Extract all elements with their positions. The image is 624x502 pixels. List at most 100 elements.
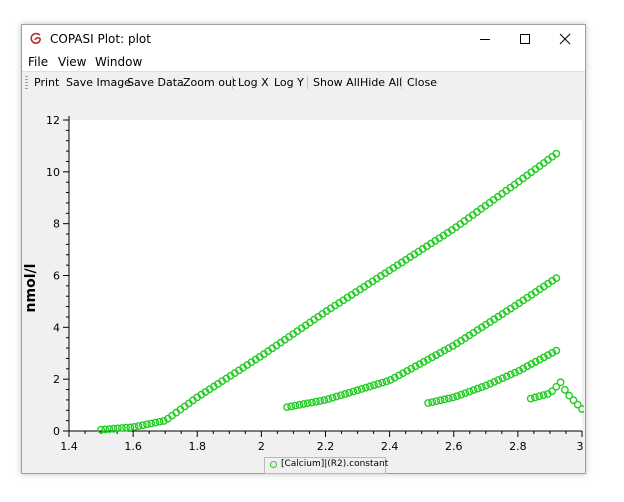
data-point (303, 399, 312, 408)
maximize-icon (520, 34, 530, 44)
data-point (394, 371, 403, 380)
data-point (440, 395, 449, 404)
toolbar-grip-icon[interactable] (25, 76, 28, 89)
plot-chart[interactable]: 0 2 4 6 8 10 12 1.4 1.6 1.8 2 2.2 2.4 2.6 2.8 3 nmol/l (23, 93, 584, 473)
data-point (573, 400, 582, 409)
y-tick-label: 4 (53, 321, 60, 334)
data-point (498, 374, 507, 383)
data-point (411, 362, 420, 371)
data-point (569, 396, 578, 405)
window-title: COPASI Plot: plot (50, 32, 151, 46)
data-point (415, 360, 424, 368)
close-button[interactable] (545, 25, 585, 54)
data-point (473, 384, 482, 393)
hide-all-button[interactable]: Hide All (360, 76, 403, 89)
data-point (386, 376, 395, 384)
y-tick-label: 12 (46, 114, 60, 127)
data-point (390, 373, 399, 382)
legend-marker-icon (270, 461, 277, 468)
data-point (552, 346, 561, 355)
data-point (535, 392, 544, 401)
data-point (336, 391, 345, 400)
x-tick-label: 2.4 (381, 440, 399, 453)
data-point (320, 396, 329, 405)
data-point (353, 386, 362, 395)
data-point (407, 364, 416, 373)
title-bar[interactable]: COPASI Plot: plot (22, 25, 585, 54)
data-point (453, 392, 461, 401)
data-point (578, 405, 584, 413)
data-point (539, 391, 548, 400)
save-image-button[interactable]: Save Image (66, 76, 131, 89)
maximize-button[interactable] (505, 25, 545, 54)
y-tick-label: 2 (53, 373, 60, 386)
data-point (332, 392, 341, 401)
data-point (122, 423, 131, 432)
log-y-button[interactable]: Log Y (274, 76, 304, 89)
data-point (365, 382, 374, 391)
menu-file[interactable]: File (28, 55, 49, 69)
data-point (324, 395, 333, 403)
data-point (552, 382, 561, 391)
data-point (440, 346, 449, 355)
data-point (134, 422, 143, 430)
menu-window[interactable]: Window (95, 55, 143, 69)
minimize-icon (480, 39, 490, 40)
plot-toolbar: Print Save Image Save Data Zoom out Log … (22, 71, 585, 94)
y-tick-label: 0 (53, 425, 60, 438)
data-point (535, 355, 544, 364)
data-point (287, 402, 296, 411)
data-point (399, 369, 407, 378)
x-tick-label: 1.6 (124, 440, 142, 453)
print-button[interactable]: Print (34, 76, 60, 89)
menu-bar: File View Window (22, 54, 585, 71)
data-point (548, 387, 556, 396)
data-point (506, 370, 515, 379)
x-tick-label: 2.8 (509, 440, 527, 453)
data-point (428, 398, 437, 406)
data-point (432, 351, 441, 359)
plot-area (69, 120, 582, 431)
y-tick-label: 8 (53, 218, 60, 231)
save-data-button[interactable]: Save Data (127, 76, 184, 89)
close-plot-button[interactable]: Close (407, 76, 437, 89)
data-point (502, 372, 511, 381)
data-point (565, 391, 574, 400)
zoom-out-button[interactable]: Zoom out (183, 76, 237, 89)
data-point (436, 348, 445, 357)
data-point (118, 424, 126, 432)
data-point (465, 387, 474, 396)
data-point (316, 397, 325, 405)
chart-legend[interactable]: [Calcium]|(R2).constant (264, 457, 389, 474)
data-point (113, 424, 122, 433)
data-point (130, 422, 139, 431)
chart-markers (97, 149, 584, 434)
data-point (511, 368, 519, 377)
data-point (436, 396, 445, 405)
data-point (328, 393, 337, 402)
x-tick-label: 1.4 (60, 440, 78, 453)
data-point (526, 394, 535, 403)
data-point (374, 380, 383, 388)
y-tick-label: 10 (46, 166, 60, 179)
x-tick-label: 2.6 (445, 440, 463, 453)
menu-view[interactable]: View (58, 55, 87, 69)
data-point (469, 386, 478, 394)
minimize-button[interactable] (465, 25, 505, 54)
data-point (101, 425, 110, 434)
data-point (515, 366, 524, 375)
copasi-logo-icon (30, 32, 41, 44)
data-point (378, 378, 387, 387)
show-all-button[interactable]: Show All (313, 76, 360, 89)
data-point (457, 390, 466, 399)
data-point (138, 421, 147, 430)
legend-entry: [Calcium]|(R2).constant (281, 459, 389, 469)
data-point (291, 401, 300, 410)
data-point (357, 385, 366, 393)
data-point (531, 393, 539, 402)
data-point (341, 390, 349, 398)
close-icon (559, 33, 571, 45)
log-x-button[interactable]: Log X (238, 76, 269, 89)
data-point (552, 149, 561, 158)
x-tick-label: 3 (577, 440, 584, 453)
